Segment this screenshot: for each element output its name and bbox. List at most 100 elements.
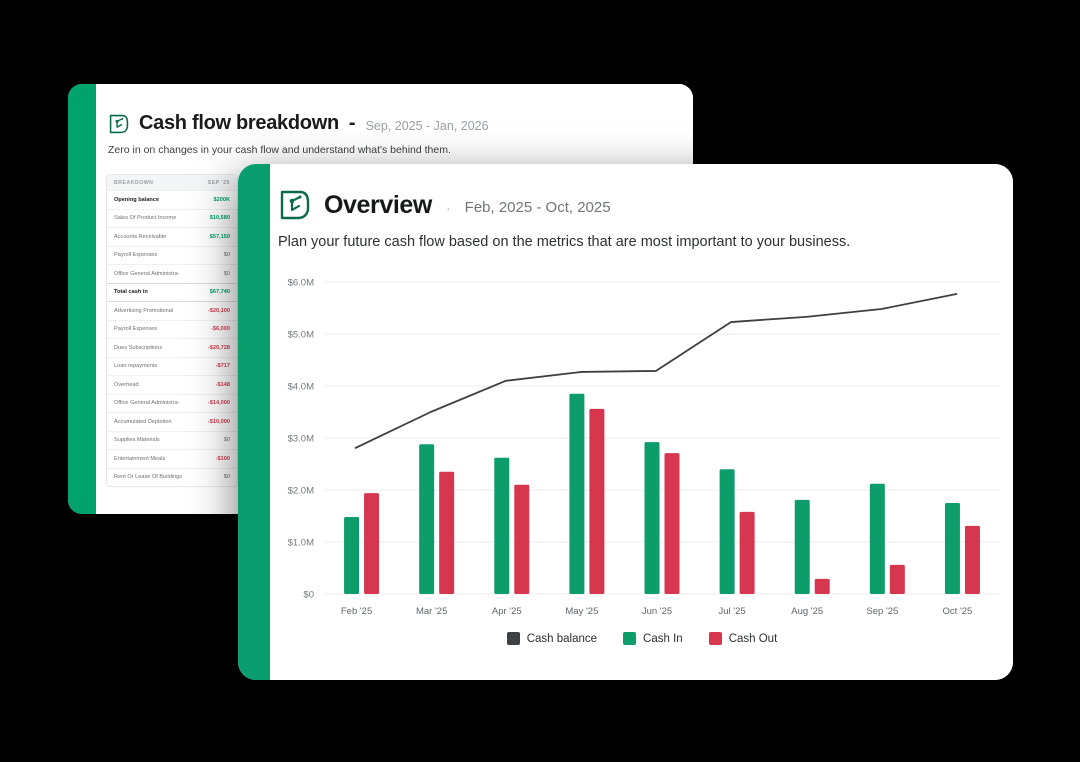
back-card-date-range[interactable]: Sep, 2025 - Jan, 2026 [365,118,489,133]
bar-cash-out[interactable] [664,453,680,594]
table-row[interactable]: Entertainment Meals -$100 [107,449,237,468]
table-row[interactable]: Supplies Materials $0 [107,430,237,450]
front-card-accent-strip [238,164,270,680]
breakdown-row-value: -$717 [215,363,230,370]
leaf-shield-logo-icon [280,190,310,220]
legend-swatch-icon [623,632,637,645]
table-row[interactable]: Accounts Receivable $57,150 [107,227,237,246]
breakdown-row-label: Payroll Expenses [114,252,158,259]
bar-cash-out[interactable] [739,511,755,594]
breakdown-row-value: $57,150 [209,233,230,240]
bar-cash-out[interactable] [814,578,830,594]
table-row[interactable]: Opening balance $200K [107,190,237,209]
x-axis-tick-label: Sep '25 [866,606,898,617]
legend-item[interactable]: Cash Out [708,632,778,645]
x-axis-tick-label: Aug '25 [791,606,823,617]
chart-bars-cash-in[interactable] [344,393,960,594]
line-cash-balance[interactable] [354,293,958,449]
chart-svg: $6.0M $5.0M $4.0M $3.0M $2.0M $1.0M $0 Feb '25… [288,277,1000,617]
table-row[interactable]: Dues Subscriptions -$20,728 [107,338,237,357]
table-row[interactable]: Office General Administra- -$14,000 [107,393,237,413]
table-row[interactable]: Payroll Expenses -$6,000 [107,319,237,339]
chart-bars-cash-out[interactable] [364,408,980,594]
y-axis-tick-label: $5.0M [288,329,314,340]
chart-gridlines [324,281,1000,595]
bar-cash-out[interactable] [364,493,380,594]
breakdown-row-value: $0 [223,474,230,481]
breakdown-row-label: Dues Subscriptions [114,344,163,351]
overview-card[interactable]: Overview · Feb, 2025 - Oct, 2025 Plan yo… [238,164,1013,680]
chart-line-cash-balance[interactable] [354,293,958,449]
bar-cash-in[interactable] [869,483,885,594]
bar-cash-in[interactable] [794,499,810,594]
breakdown-table[interactable]: BREAKDOWN SEP '25 Opening balance $200K Sa… [106,174,238,487]
breakdown-row-label: Total cash in [114,289,148,296]
x-axis-tick-label: May '25 [565,606,598,617]
chart-legend: Cash balance Cash In Cash Out [278,632,1006,645]
bar-cash-in[interactable] [494,457,510,594]
breakdown-row-value: $0 [223,270,230,277]
breakdown-row-label: Accounts Receivable [114,233,167,240]
y-axis-tick-label: $0 [303,589,314,600]
y-axis-tick-label: $1.0M [288,537,314,548]
table-row[interactable]: Total cash in $67,740 [107,282,237,302]
bar-cash-out[interactable] [589,408,605,594]
page-title: Overview [324,190,432,219]
table-row[interactable]: Sales Of Product Income $10,580 [107,208,237,228]
legend-label: Cash balance [526,632,598,645]
x-axis-tick-label: Mar '25 [416,606,447,617]
legend-label: Cash Out [728,632,778,645]
bar-cash-out[interactable] [439,471,455,594]
breakdown-row-label: Loan repayments [114,363,158,370]
leaf-shield-logo-icon [109,114,129,133]
breakdown-row-label: Payroll Expenses [114,326,158,333]
bar-cash-in[interactable] [569,393,585,594]
overview-date-range[interactable]: Feb, 2025 - Oct, 2025 [464,199,611,216]
bar-cash-in[interactable] [644,442,660,594]
legend-swatch-icon [708,632,722,645]
table-row[interactable]: Payroll Expenses $0 [107,245,237,265]
legend-item[interactable]: Cash In [623,632,683,645]
bar-cash-in[interactable] [419,444,435,594]
bar-cash-out[interactable] [889,564,905,594]
chart-x-axis-labels: Feb '25 Mar '25 Apr '25 May '25 Jun '25 Jul '… [341,606,972,617]
breakdown-table-body: Opening balance $200K Sales Of Product Inc… [107,190,237,486]
bar-cash-in[interactable] [344,517,360,594]
back-card-title: Cash flow breakdown [139,112,339,134]
y-axis-tick-label: $6.0M [288,277,314,288]
breakdown-row-value: -$148 [215,381,230,388]
bar-cash-out[interactable] [514,484,530,594]
breakdown-row-label: Accumulated Depletion [114,418,172,425]
breakdown-row-label: Rent Or Lease Of Buildings [114,474,183,481]
back-card-header: Cash flow breakdown - Sep, 2025 - Jan, 2… [108,112,489,135]
bar-cash-in[interactable] [719,469,735,594]
table-row[interactable]: Advertising Promotional -$20,100 [107,301,237,320]
cash-flow-chart[interactable]: $6.0M $5.0M $4.0M $3.0M $2.0M $1.0M $0 Feb '25… [278,274,1006,619]
x-axis-tick-label: Oct '25 [943,606,973,617]
breakdown-row-label: Office General Administra- [114,270,180,277]
back-card-dash: - [348,112,356,134]
breakdown-row-value: $67,740 [209,289,230,296]
breakdown-col-label: BREAKDOWN [114,180,154,186]
chart-y-axis-labels: $6.0M $5.0M $4.0M $3.0M $2.0M $1.0M $0 [288,277,314,600]
table-row[interactable]: Loan repayments -$717 [107,356,237,376]
bar-cash-in[interactable] [944,503,960,594]
x-axis-tick-label: Jul '25 [719,606,746,617]
breakdown-row-value: $0 [223,437,230,444]
back-card-subtitle: Zero in on changes in your cash flow and… [108,144,451,156]
table-row[interactable]: Rent Or Lease Of Buildings $0 [107,467,237,487]
breakdown-row-value: -$10,000 [207,418,230,425]
breakdown-row-value: $0 [223,252,230,259]
table-row[interactable]: Overhead -$148 [107,375,237,394]
breakdown-row-label: Advertising Promotional [114,307,174,314]
y-axis-tick-label: $4.0M [288,381,314,392]
table-row[interactable]: Office General Administra- $0 [107,264,237,283]
breakdown-row-value: -$6,000 [211,326,230,333]
overview-header: Overview · Feb, 2025 - Oct, 2025 [278,188,611,222]
breakdown-row-value: -$20,728 [207,344,230,351]
breakdown-row-label: Entertainment Meals [114,455,166,462]
legend-item[interactable]: Cash balance [506,632,598,645]
table-row[interactable]: Accumulated Depletion -$10,000 [107,412,237,431]
bar-cash-out[interactable] [964,525,980,594]
breakdown-row-label: Office General Administra- [114,400,180,407]
